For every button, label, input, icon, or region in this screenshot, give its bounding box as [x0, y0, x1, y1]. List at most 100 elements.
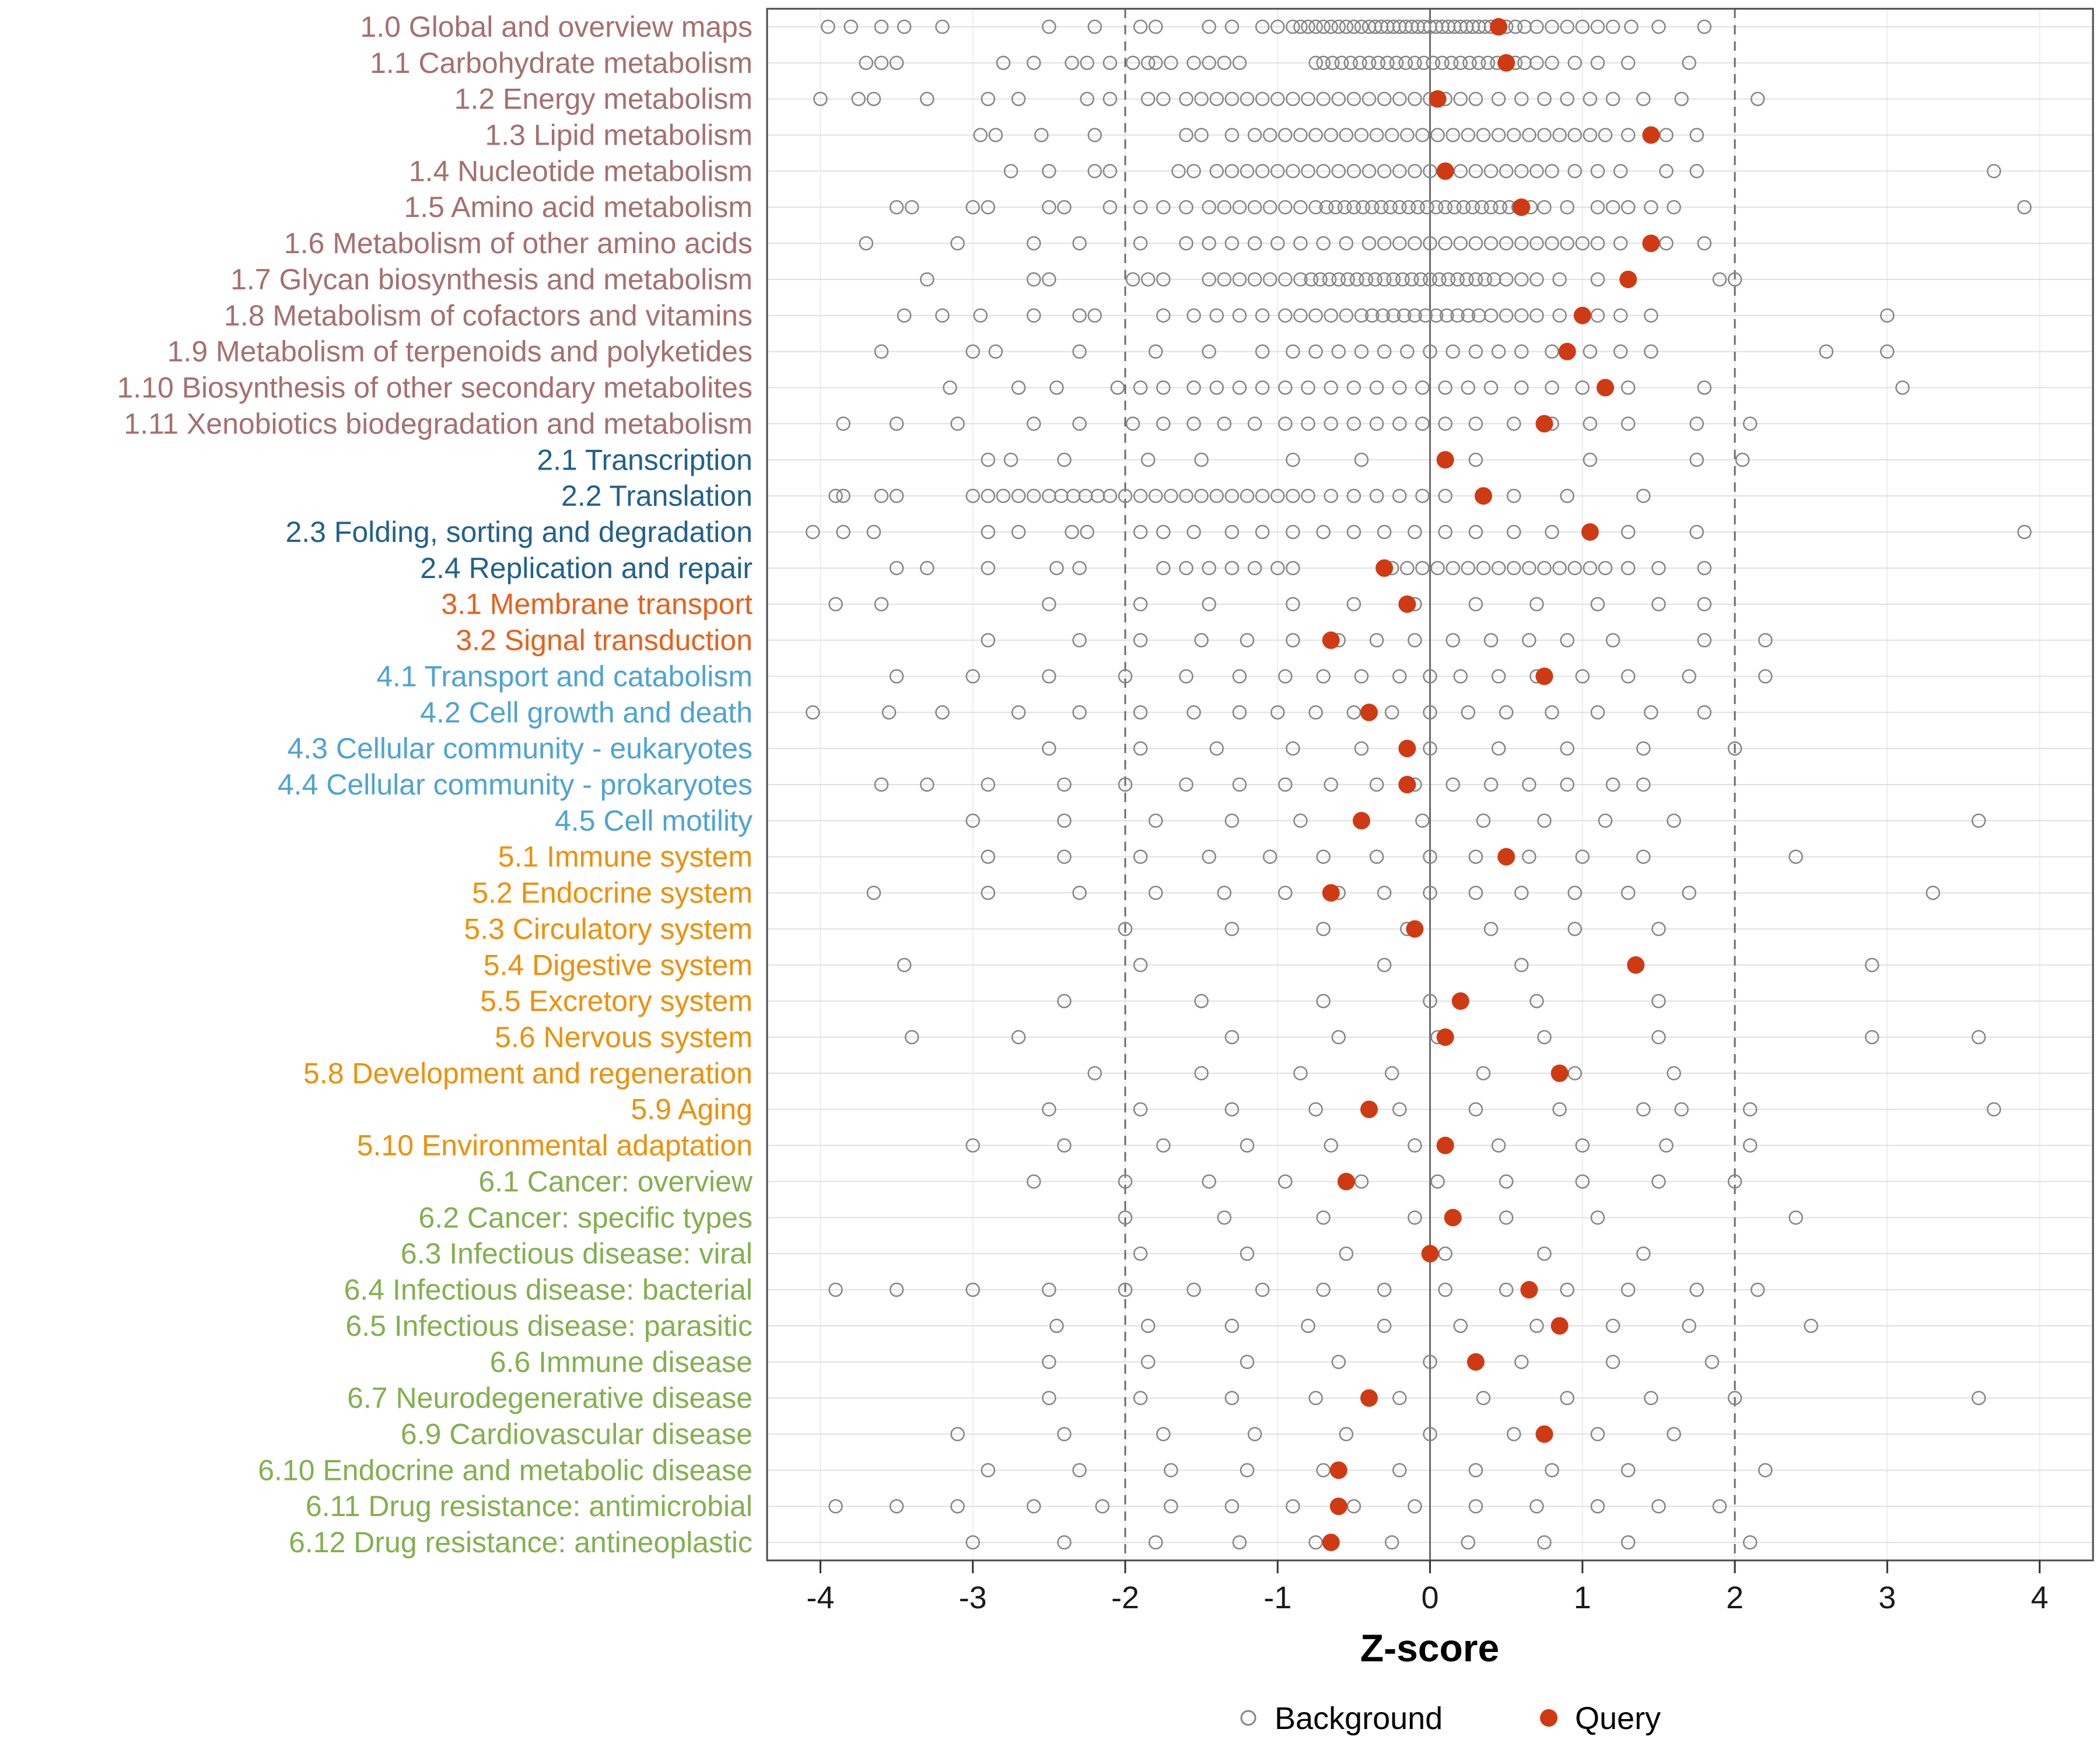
background-point — [1278, 380, 1293, 395]
background-point — [1240, 488, 1255, 503]
background-point — [1605, 200, 1620, 215]
background-point — [1575, 1174, 1590, 1189]
background-point — [1742, 1535, 1758, 1550]
background-point — [1689, 416, 1704, 431]
background-point — [1438, 200, 1452, 215]
background-point — [1255, 488, 1270, 503]
background-point — [1560, 777, 1574, 792]
background-point — [1194, 633, 1209, 648]
background-point — [1308, 705, 1323, 720]
background-point — [1636, 1102, 1651, 1116]
background-point — [1408, 55, 1422, 71]
background-point — [1895, 380, 1910, 395]
background-point — [1368, 272, 1382, 287]
background-point — [1224, 1318, 1240, 1334]
query-point — [1322, 884, 1340, 902]
background-point — [981, 1463, 996, 1478]
background-point — [1026, 488, 1041, 503]
background-point — [1209, 92, 1224, 106]
background-point — [1240, 164, 1255, 178]
background-point — [1240, 92, 1255, 106]
background-point — [981, 524, 996, 540]
background-point — [920, 561, 935, 576]
background-point — [1247, 416, 1262, 431]
background-point — [1483, 380, 1499, 395]
background-point — [1491, 561, 1506, 576]
background-point — [1986, 164, 2001, 178]
background-point — [1133, 705, 1148, 720]
background-point — [1354, 669, 1369, 684]
background-point — [1339, 308, 1354, 323]
background-point — [1087, 308, 1102, 323]
background-point — [1186, 705, 1201, 720]
background-point — [1560, 19, 1574, 34]
query-point — [1642, 235, 1660, 253]
background-point — [1369, 849, 1384, 864]
background-point — [1674, 92, 1689, 106]
category-label: 5.6 Nervous system — [495, 1021, 752, 1054]
category-label: 6.5 Infectious disease: parasitic — [345, 1310, 752, 1342]
background-point — [996, 488, 1011, 503]
background-point — [1429, 200, 1444, 215]
background-point — [1620, 886, 1636, 900]
background-point — [859, 236, 874, 251]
background-point — [1224, 1030, 1240, 1045]
background-point — [950, 416, 965, 431]
background-point — [1499, 164, 1514, 178]
background-point — [1316, 849, 1331, 864]
background-point — [1042, 597, 1056, 611]
background-point — [1186, 164, 1201, 178]
background-point — [1194, 1066, 1209, 1081]
background-point — [1545, 55, 1559, 71]
background-point — [1410, 200, 1425, 215]
background-point — [1468, 597, 1483, 611]
background-point — [1247, 1427, 1262, 1441]
background-point — [1232, 380, 1247, 395]
background-point — [1446, 128, 1460, 142]
background-point — [1735, 453, 1750, 467]
background-point — [1480, 55, 1496, 71]
background-point — [1224, 922, 1240, 936]
background-point — [1270, 488, 1285, 503]
background-point — [1224, 19, 1240, 34]
background-point — [1537, 128, 1552, 142]
background-point — [1590, 272, 1605, 287]
query-point — [1596, 379, 1614, 397]
background-point — [1468, 416, 1483, 431]
background-point — [1133, 958, 1148, 972]
background-point — [1337, 200, 1352, 215]
background-point — [1308, 55, 1323, 71]
background-point — [1499, 236, 1514, 251]
background-point — [1194, 488, 1209, 503]
background-point — [904, 1030, 919, 1045]
background-point — [1186, 308, 1201, 323]
background-point — [1727, 272, 1742, 287]
query-point — [1642, 126, 1660, 144]
background-point — [1286, 597, 1300, 611]
background-point — [1334, 55, 1349, 71]
background-point — [1384, 1535, 1399, 1550]
background-point — [1346, 164, 1362, 178]
background-point — [1316, 55, 1331, 71]
background-point — [1026, 55, 1041, 71]
background-point — [1644, 344, 1658, 359]
background-point — [1324, 308, 1338, 323]
background-point — [988, 344, 1003, 359]
background-point — [1293, 200, 1308, 215]
background-point — [1620, 128, 1636, 142]
background-point — [1530, 993, 1544, 1009]
background-point — [1697, 705, 1712, 720]
background-point — [1620, 524, 1636, 540]
background-point — [1468, 1463, 1483, 1478]
category-label: 2.3 Folding, sorting and degradation — [285, 516, 752, 548]
background-point — [1080, 55, 1094, 71]
background-point — [828, 488, 843, 503]
background-point — [1552, 1102, 1567, 1116]
background-point — [1415, 488, 1430, 503]
background-point — [1156, 380, 1171, 395]
x-tick-label: -1 — [1264, 1580, 1292, 1615]
background-point — [1293, 1066, 1308, 1081]
background-point — [1567, 55, 1582, 71]
background-point — [1133, 597, 1148, 611]
background-point — [1331, 272, 1346, 287]
